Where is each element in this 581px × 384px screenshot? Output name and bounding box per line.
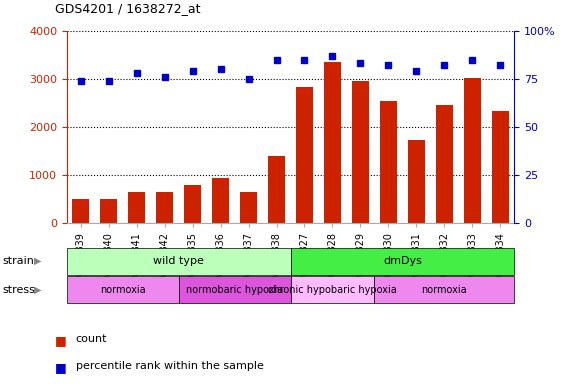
Text: wild type: wild type xyxy=(153,256,204,266)
Text: normoxia: normoxia xyxy=(100,285,146,295)
Text: dmDys: dmDys xyxy=(383,256,422,266)
Bar xyxy=(296,88,313,223)
Text: normobaric hypoxia: normobaric hypoxia xyxy=(186,285,283,295)
Text: chronic hypobaric hypoxia: chronic hypobaric hypoxia xyxy=(268,285,397,295)
Text: GDS4201 / 1638272_at: GDS4201 / 1638272_at xyxy=(55,2,200,15)
Bar xyxy=(324,62,341,223)
Bar xyxy=(128,192,145,223)
Text: percentile rank within the sample: percentile rank within the sample xyxy=(76,361,263,371)
Bar xyxy=(352,81,369,223)
Text: strain: strain xyxy=(3,256,35,266)
Bar xyxy=(156,192,173,223)
Bar xyxy=(436,105,453,223)
Bar xyxy=(268,157,285,223)
Bar xyxy=(240,192,257,223)
Bar xyxy=(492,111,508,223)
Bar xyxy=(464,78,480,223)
Text: count: count xyxy=(76,334,107,344)
Text: ▶: ▶ xyxy=(34,256,41,266)
Bar xyxy=(212,177,229,223)
Text: ■: ■ xyxy=(55,361,67,374)
Text: normoxia: normoxia xyxy=(421,285,467,295)
Bar xyxy=(408,140,425,223)
Bar xyxy=(73,199,89,223)
Bar xyxy=(184,185,201,223)
Bar xyxy=(101,199,117,223)
Text: ▶: ▶ xyxy=(34,285,41,295)
Text: stress: stress xyxy=(3,285,36,295)
Bar xyxy=(380,101,397,223)
Text: ■: ■ xyxy=(55,334,67,347)
